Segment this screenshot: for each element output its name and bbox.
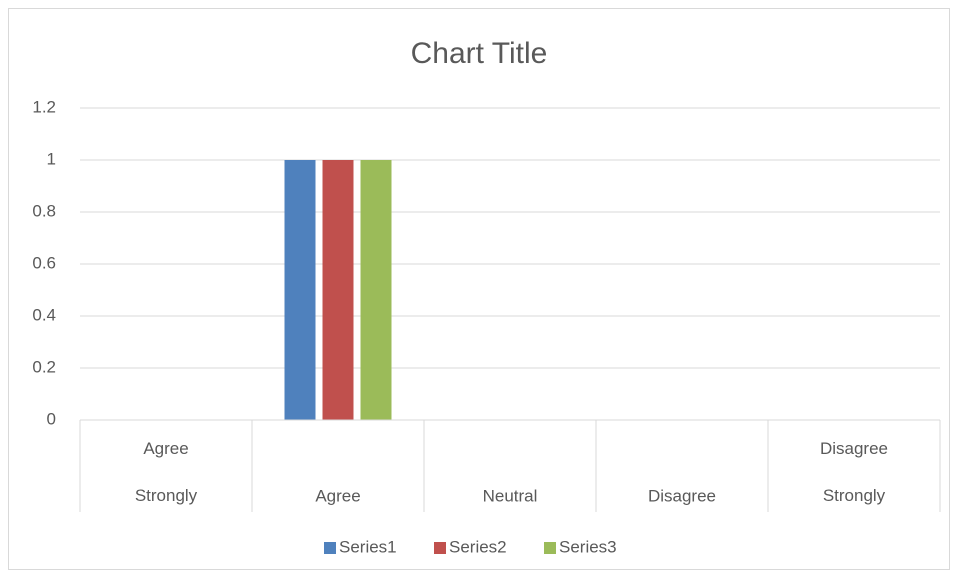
legend-swatch bbox=[324, 542, 336, 554]
chart-border bbox=[8, 8, 950, 570]
x-tick-label: Disagree bbox=[648, 486, 716, 505]
x-tick-label: Agree Strongly bbox=[135, 439, 198, 505]
x-tick-label: Agree bbox=[315, 486, 360, 505]
legend-swatch bbox=[434, 542, 446, 554]
legend-label: Series2 bbox=[449, 537, 507, 556]
x-tick-label: Neutral bbox=[483, 486, 538, 505]
bar bbox=[284, 160, 316, 420]
legend-swatch bbox=[544, 542, 556, 554]
bar bbox=[322, 160, 354, 420]
legend-label: Series3 bbox=[559, 537, 617, 556]
y-tick-label: 0.2 bbox=[32, 357, 56, 376]
y-tick-label: 1.2 bbox=[32, 97, 56, 116]
y-tick-label: 0.4 bbox=[32, 305, 56, 324]
x-tick-label: Disagree Strongly bbox=[820, 439, 888, 505]
y-tick-label: 0 bbox=[47, 409, 56, 428]
bar bbox=[360, 160, 392, 420]
y-tick-label: 0.6 bbox=[32, 253, 56, 272]
y-tick-label: 1 bbox=[47, 149, 56, 168]
y-tick-label: 0.8 bbox=[32, 201, 56, 220]
legend-label: Series1 bbox=[339, 537, 397, 556]
chart-title: Chart Title bbox=[411, 37, 548, 70]
